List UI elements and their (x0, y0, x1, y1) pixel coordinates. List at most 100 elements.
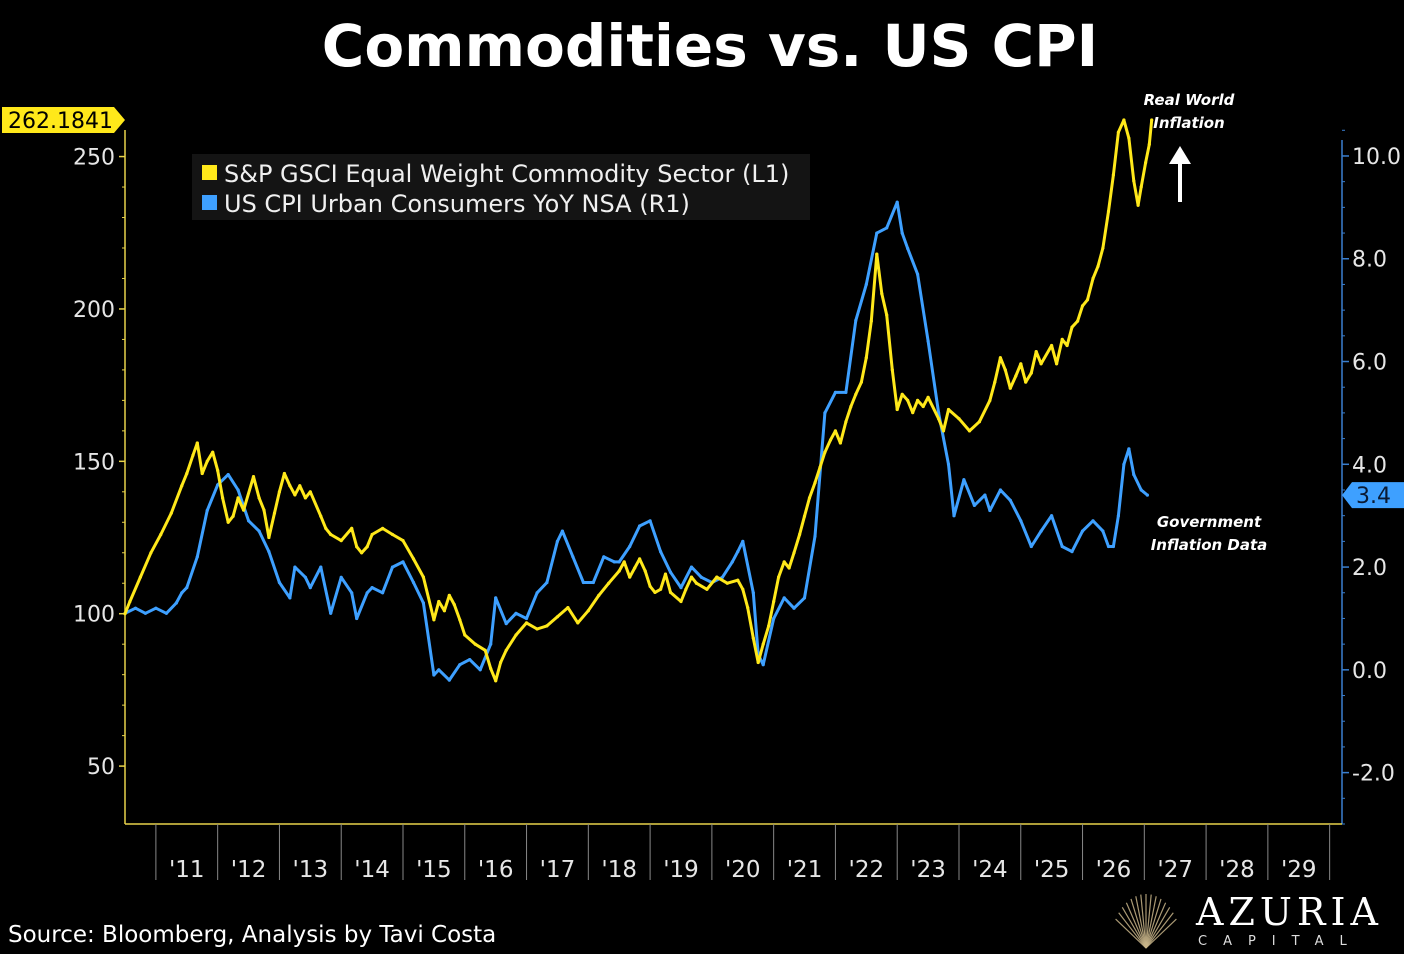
series-point-commodity (447, 593, 451, 598)
series-point-commodity (643, 569, 647, 573)
series-point-commodity (761, 642, 765, 646)
series-point-commodity (736, 578, 740, 582)
series-point-commodity (494, 679, 498, 683)
right-tick-label: 8.0 (1352, 248, 1387, 273)
series-point-cpi (401, 560, 405, 564)
logo-ray (1145, 918, 1177, 949)
series-point-commodity (597, 593, 601, 598)
series-point-cpi (823, 411, 827, 415)
logo-ray (1145, 898, 1162, 949)
right-tick-label: 6.0 (1352, 351, 1387, 376)
chart-title: Commodities vs. US CPI (321, 12, 1099, 80)
badge-shape-cpi (1342, 482, 1404, 509)
series-point-cpi (370, 586, 374, 590)
x-tick-label: '17 (540, 857, 576, 883)
series-point-commodity (1039, 362, 1043, 366)
series-point-cpi (267, 550, 271, 554)
logo-ray (1145, 902, 1167, 949)
logo-ray (1145, 912, 1174, 949)
series-point-cpi (736, 550, 740, 554)
series-point-commodity (1014, 374, 1018, 378)
series-point-commodity (365, 545, 369, 549)
series-point-commodity (869, 319, 873, 323)
series-point-commodity (880, 292, 884, 296)
series-point-cpi (329, 611, 333, 615)
series-point-cpi (514, 611, 518, 615)
series-point-cpi (741, 539, 745, 544)
series-point-commodity (921, 404, 925, 409)
series-point-commodity (169, 511, 173, 515)
series-point-cpi (628, 544, 632, 549)
series-point-cpi (1139, 488, 1143, 492)
series-point-cpi (833, 390, 838, 394)
logo-ray (1130, 898, 1147, 949)
series-point-commodity (226, 520, 230, 524)
right-tick-label: 0.0 (1352, 659, 1387, 684)
series-point-cpi (174, 601, 178, 605)
series-point-commodity (946, 407, 951, 412)
series-point-cpi (802, 596, 807, 600)
series-point-commodity (381, 526, 385, 531)
series-point-cpi (447, 678, 451, 682)
series-point-cpi (504, 622, 508, 626)
series-point-commodity (211, 450, 215, 454)
series-point-commodity (200, 471, 204, 476)
series-point-cpi (308, 586, 312, 590)
series-point-commodity (514, 633, 518, 637)
series-point-commodity (545, 624, 549, 628)
series-point-commodity (324, 526, 328, 531)
series-point-commodity (437, 599, 441, 604)
x-tick-label: '26 (1096, 857, 1132, 883)
series-point-cpi (1070, 550, 1074, 554)
series-point-cpi (205, 508, 209, 513)
series-point-commodity (1132, 179, 1136, 183)
series-point-cpi (339, 575, 343, 579)
series-point-commodity (1096, 264, 1100, 268)
series-point-commodity (1029, 371, 1033, 375)
series-point-cpi (421, 601, 425, 605)
series-point-commodity (890, 368, 894, 372)
series-point-cpi (185, 586, 189, 590)
series-point-commodity (1065, 343, 1069, 348)
series-point-commodity (1106, 209, 1111, 213)
x-tick-label: '20 (725, 857, 761, 883)
series-point-commodity (257, 496, 261, 500)
series-point-commodity (1008, 386, 1012, 390)
series-point-commodity (684, 587, 688, 591)
series-point-commodity (911, 411, 915, 415)
series-point-cpi (303, 575, 307, 579)
series-point-cpi (761, 663, 765, 667)
series-point-commodity (638, 557, 642, 561)
series-point-commodity (1080, 304, 1085, 308)
annotation-real-world-inflation: Real World Inflation (1144, 91, 1235, 202)
series-point-commodity (370, 532, 374, 537)
series-point-commodity (941, 429, 946, 433)
series-point-commodity (236, 496, 240, 500)
series-point-commodity (1003, 368, 1007, 372)
x-tick-label: '23 (910, 857, 946, 883)
source-note: Source: Bloomberg, Analysis by Tavi Cost… (8, 922, 497, 948)
series-point-commodity (277, 490, 281, 494)
logo-ray (1135, 896, 1147, 949)
series-point-commodity (854, 392, 858, 396)
logo-ray (1121, 906, 1147, 949)
series-point-commodity (293, 493, 297, 497)
series-point-cpi (668, 570, 673, 574)
series-point-cpi (288, 596, 292, 600)
series-point-commodity (833, 429, 838, 433)
series-point-cpi (659, 550, 663, 554)
series-point-commodity (524, 621, 529, 625)
series-point-commodity (586, 609, 590, 613)
series-point-cpi (689, 565, 694, 569)
series-point-commodity (1050, 343, 1054, 348)
last-value-badge-cpi: 3.4 (1342, 482, 1404, 509)
series-point-cpi (952, 514, 956, 518)
series-point-commodity (555, 615, 560, 619)
x-tick-label: '19 (663, 857, 699, 883)
series-point-cpi (489, 642, 493, 646)
series-point-commodity (1070, 325, 1074, 329)
series-point-commodity (159, 532, 163, 537)
series-point-cpi (720, 575, 725, 579)
left-tick-label: 250 (73, 146, 115, 171)
series-point-commodity (1060, 337, 1064, 341)
